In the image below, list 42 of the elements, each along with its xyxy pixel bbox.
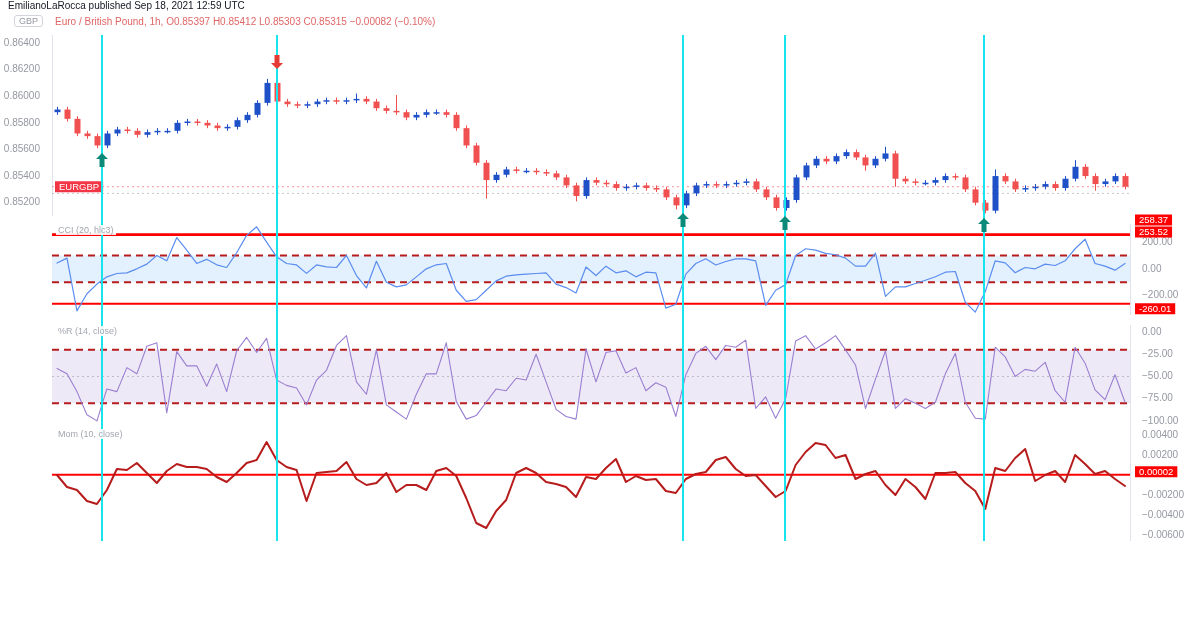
y-tick-label: −200.00 — [1142, 289, 1179, 301]
y-tick-label: −50.00 — [1142, 370, 1174, 382]
candlestick — [463, 125, 470, 149]
candlestick — [74, 115, 81, 137]
candlestick — [483, 159, 490, 200]
y-tick-label: −100.00 — [1142, 414, 1179, 426]
candlestick — [583, 176, 590, 200]
y-tick-label: 0.00 — [1142, 325, 1162, 337]
y-tick-label: 0.85400 — [3, 169, 41, 181]
candlestick — [473, 142, 480, 166]
candlestick — [793, 174, 800, 204]
y-tick-label: 200.00 — [1142, 235, 1174, 247]
y-tick-label: −0.00200 — [1142, 488, 1185, 500]
ref-line-label: 253.52 — [1139, 226, 1169, 238]
ref-line-label: -260.01 — [1139, 302, 1172, 314]
chart-title: EmilianoLaRocca published Sep 18, 2021 12:59 UTC — [8, 0, 245, 11]
y-tick-label: 0.00200 — [1142, 448, 1179, 460]
text: GBP — [14, 15, 44, 27]
y-tick-label: 0.86000 — [3, 89, 41, 101]
ref-line-label: EURGBP — [59, 180, 100, 192]
y-tick-label: 0.00400 — [1142, 428, 1179, 440]
ref-line-label: 0.00002 — [1139, 465, 1174, 477]
ref-line-label: 258.37 — [1139, 214, 1169, 226]
y-tick-label: −0.00400 — [1142, 508, 1185, 520]
y-tick-label: 0.85600 — [3, 143, 41, 155]
y-tick-label: −25.00 — [1142, 348, 1174, 360]
chart-title: CCI (20, hlc3) — [56, 225, 116, 235]
candlestick — [453, 111, 460, 132]
candlestick — [264, 78, 271, 107]
y-tick-label: −75.00 — [1142, 392, 1174, 404]
chart-title: Mom (10, close) — [56, 429, 125, 439]
y-tick-label: 0.00 — [1142, 262, 1162, 274]
y-tick-label: −0.00600 — [1142, 528, 1185, 540]
y-tick-label: 0.86200 — [3, 63, 41, 75]
candlestick — [972, 186, 979, 206]
y-tick-label: 0.85200 — [3, 196, 41, 208]
y-tick-label: 0.85800 — [3, 116, 41, 128]
candlestick — [573, 182, 580, 202]
chart-title: %R (14, close) — [56, 326, 120, 336]
chart-subtitle: Euro / British Pound, 1h, O0.85397 H0.85412 L0.85303 C0.85315 −0.00082 (−0.10%) — [55, 16, 436, 27]
y-tick-label: 0.86400 — [3, 36, 41, 48]
candlestick — [1072, 159, 1079, 182]
